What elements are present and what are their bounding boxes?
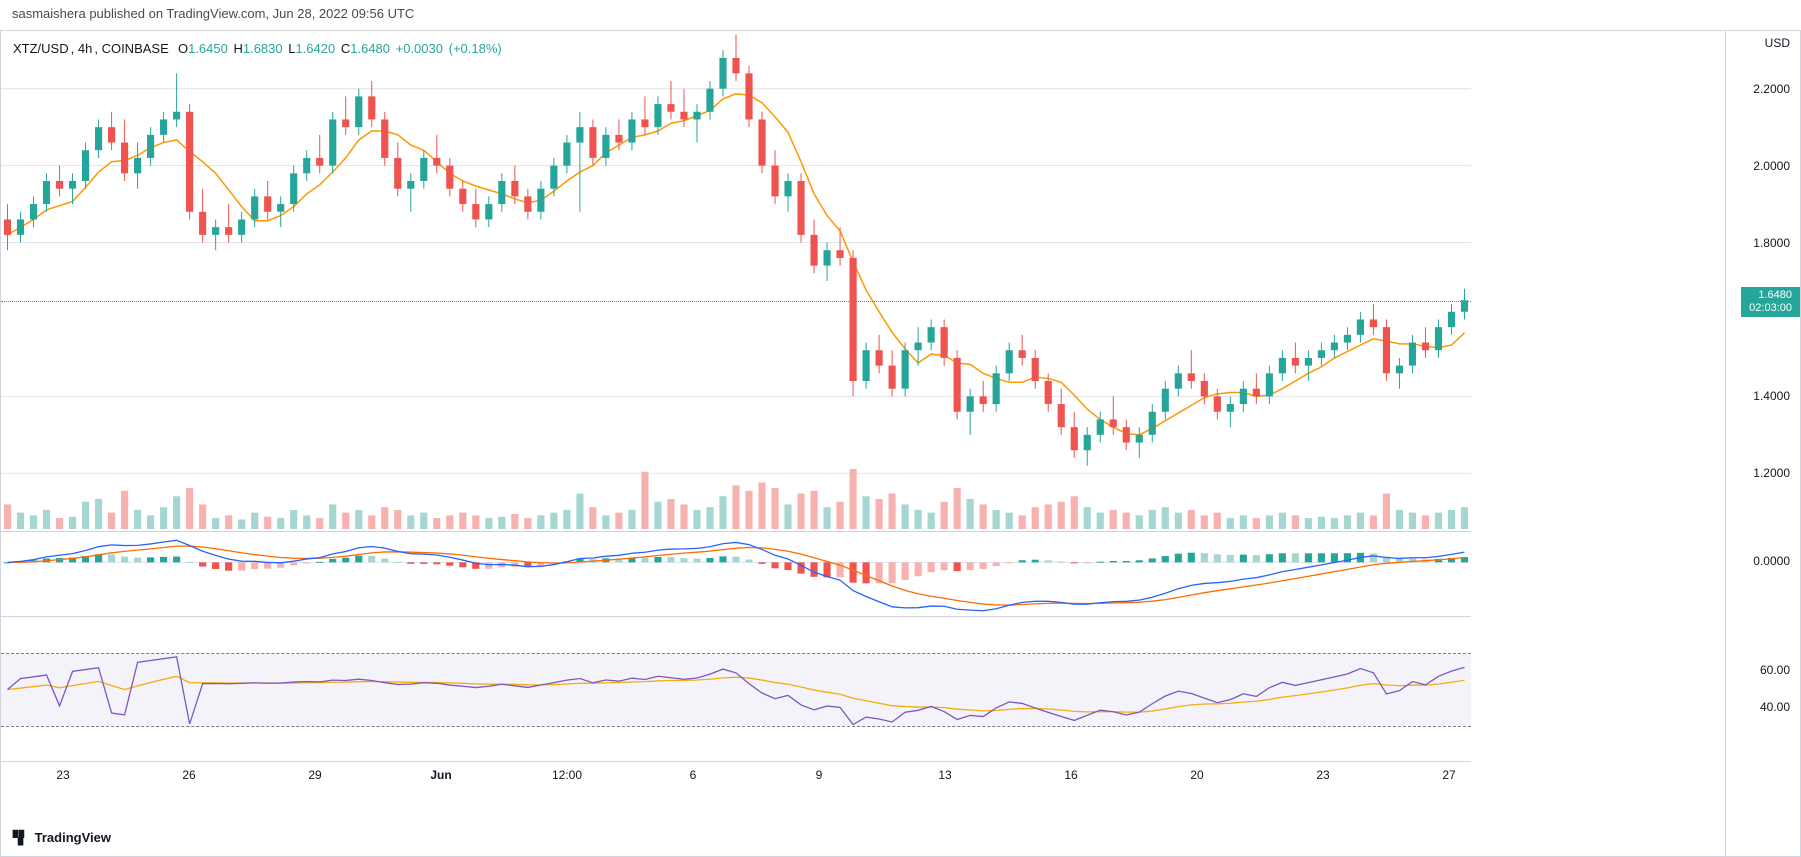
price-panel[interactable]	[1, 31, 1471, 531]
time-axis: 23 26 29 Jun 12:00 6 9 13 16 20 23 27	[1, 761, 1471, 791]
x-tick-label: 27	[1442, 768, 1455, 782]
price-svg	[1, 31, 1471, 531]
macd-svg	[1, 532, 1471, 617]
change-pct: (+0.18%)	[449, 41, 502, 56]
last-price-tag: 1.6480 02:03:00	[1741, 287, 1800, 317]
chart-container[interactable]: XTZ/USD, 4h, COINBASE O1.6450 H1.6830 L1…	[0, 30, 1801, 857]
interval: 4h	[78, 41, 92, 56]
rsi-upper-band	[1, 653, 1471, 654]
y-tick-label: 1.2000	[1753, 466, 1790, 480]
rsi-panel[interactable]	[1, 616, 1471, 761]
logo-icon: ▚▘	[13, 830, 25, 845]
macd-zero-label: 0.0000	[1753, 554, 1790, 568]
x-tick-label: 26	[182, 768, 195, 782]
ohlc-high: 1.6830	[243, 41, 283, 56]
x-tick-label: 6	[690, 768, 697, 782]
x-tick-label: 20	[1190, 768, 1203, 782]
y-tick-label: 1.4000	[1753, 389, 1790, 403]
x-tick-label: 23	[1316, 768, 1329, 782]
ohlc-low: 1.6420	[295, 41, 335, 56]
publish-user: sasmaishera	[12, 6, 86, 21]
x-tick-label: 29	[308, 768, 321, 782]
symbol-pair: XTZ/USD	[13, 41, 69, 56]
y-tick-label: 2.0000	[1753, 159, 1790, 173]
exchange: COINBASE	[102, 41, 169, 56]
rsi-lower-band	[1, 726, 1471, 727]
ohlc-open: 1.6450	[188, 41, 228, 56]
x-tick-label: 12:00	[552, 768, 582, 782]
x-tick-label: 23	[56, 768, 69, 782]
ohlc-close: 1.6480	[350, 41, 390, 56]
axis-unit: USD	[1765, 36, 1790, 50]
price-dotted-line	[1, 301, 1471, 302]
publish-header: sasmaishera published on TradingView.com…	[0, 0, 1801, 30]
rsi-label-60: 60.00	[1760, 663, 1790, 677]
y-tick-label: 1.8000	[1753, 236, 1790, 250]
x-tick-label: 9	[816, 768, 823, 782]
tradingview-logo: ▚▘ TradingView	[13, 830, 111, 846]
x-tick-label: Jun	[430, 768, 451, 782]
macd-panel[interactable]	[1, 531, 1471, 616]
x-tick-label: 13	[938, 768, 951, 782]
change-abs: +0.0030	[396, 41, 443, 56]
y-tick-label: 2.2000	[1753, 82, 1790, 96]
rsi-band-fill	[1, 653, 1471, 726]
symbol-info-bar: XTZ/USD, 4h, COINBASE O1.6450 H1.6830 L1…	[13, 41, 504, 56]
rsi-label-40: 40.00	[1760, 700, 1790, 714]
x-tick-label: 16	[1064, 768, 1077, 782]
price-axis: USD 1.2000 1.4000 1.8000 2.0000 2.2000 1.648…	[1725, 31, 1800, 856]
